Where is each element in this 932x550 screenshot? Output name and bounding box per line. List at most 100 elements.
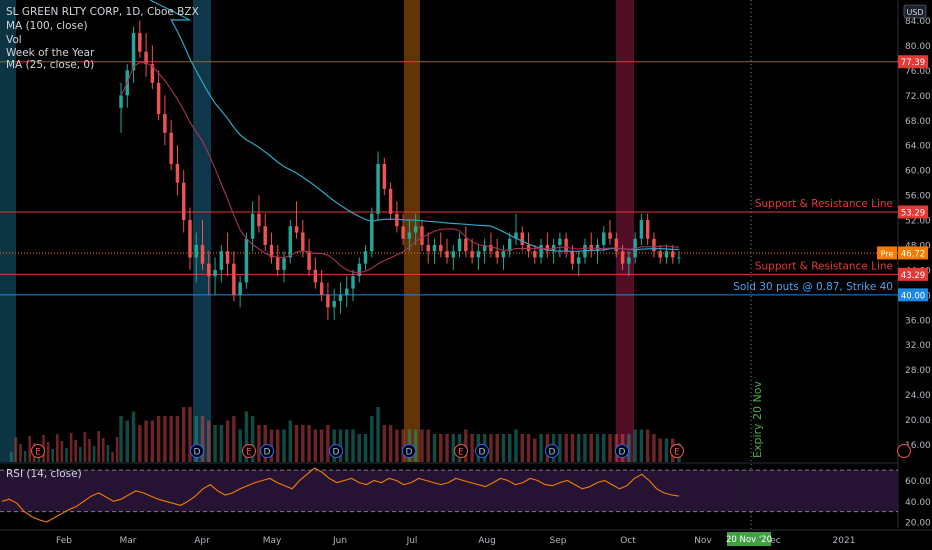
candle-body	[652, 238, 656, 252]
week-band	[404, 0, 420, 462]
support-resistance-label: Support & Resistance Line	[755, 198, 893, 210]
candle-body	[131, 32, 136, 71]
volume-bar	[357, 434, 361, 462]
rsi-tick-label: 60.00	[905, 477, 931, 487]
volume-bar	[144, 420, 148, 462]
candle-body	[608, 232, 612, 239]
volume-bar	[533, 438, 537, 462]
volume-bar	[156, 416, 161, 462]
candle-body	[514, 232, 518, 239]
time-tick-label: Nov	[694, 536, 712, 546]
earnings-marker	[454, 444, 468, 458]
candle-body	[639, 220, 644, 239]
volume-bar	[10, 452, 13, 462]
last-price-tag: 46.72	[901, 249, 925, 259]
candle-body	[357, 263, 361, 277]
time-tick-label: 2021	[833, 536, 856, 546]
candle-body	[507, 238, 512, 252]
volume-bar	[28, 436, 31, 462]
volume-bar	[344, 429, 349, 462]
ma25-line	[120, 62, 680, 274]
candle-body	[294, 226, 299, 233]
volume-bar	[74, 440, 77, 462]
candle-body	[232, 263, 236, 295]
dividend-marker-label: D	[619, 448, 626, 458]
volume-bar	[276, 429, 280, 462]
candle-body	[576, 257, 581, 264]
earnings-marker	[670, 444, 684, 458]
candle-body	[307, 251, 311, 270]
last-price-tag-bg	[898, 246, 928, 260]
candle-body	[207, 263, 211, 277]
week-band	[0, 0, 16, 462]
time-tick-label: May	[263, 536, 282, 546]
candle-body	[138, 32, 142, 52]
volume-bar	[401, 429, 405, 462]
candle-body	[144, 51, 148, 65]
week-band	[193, 0, 211, 462]
candle-body	[620, 251, 625, 264]
price-tag-bg	[898, 288, 928, 302]
volume-bar	[301, 425, 305, 462]
volume-bar	[23, 451, 27, 462]
candle-body	[671, 251, 675, 258]
volume-bar	[564, 434, 568, 462]
price-tick-label: 80.00	[905, 42, 931, 52]
volume-bar	[388, 425, 393, 462]
time-tick-label: Mar	[120, 536, 137, 546]
price-tick-label: 68.00	[905, 117, 931, 127]
volume-bar	[263, 425, 267, 462]
volume-bar	[115, 437, 119, 462]
candle-body	[533, 251, 537, 258]
candle-body	[344, 288, 349, 295]
volume-bar	[92, 446, 96, 462]
puts-label: Sold 30 puts @ 0.87, Strike 40	[733, 281, 893, 293]
candle-body	[319, 282, 324, 295]
volume-bar	[60, 441, 64, 462]
dividend-marker	[329, 444, 343, 458]
time-tick-label: Jun	[332, 536, 347, 546]
candle-body	[351, 276, 355, 289]
candle-body	[432, 244, 437, 252]
candle-body	[376, 163, 380, 214]
volume-bar	[464, 429, 468, 462]
earnings-marker-label: E	[674, 448, 680, 458]
volume-bar	[633, 429, 637, 462]
dividend-marker-label: D	[479, 448, 486, 458]
legend-rsi: RSI (14, close)	[6, 468, 82, 480]
volume-bar	[69, 433, 73, 462]
time-tick-label: Feb	[56, 536, 72, 546]
volume-bar	[282, 429, 286, 462]
dividend-marker	[545, 444, 559, 458]
volume-bar	[432, 434, 437, 462]
volume-bar	[150, 420, 155, 462]
dividend-marker	[475, 444, 489, 458]
earnings-marker	[897, 444, 911, 458]
candle-body	[225, 251, 230, 264]
volume-bar	[602, 434, 606, 462]
candle-body	[338, 294, 343, 302]
candle-body	[426, 244, 430, 252]
volume-bar	[589, 434, 593, 462]
volume-bar	[83, 432, 87, 462]
volume-bar	[445, 434, 449, 462]
volume-bar	[65, 448, 68, 462]
candle-body	[476, 251, 481, 258]
expiry-date-tag: 20 Nov '20	[726, 535, 772, 545]
price-tick-label: 20.00	[905, 416, 931, 426]
price-tick-label: 76.00	[905, 67, 931, 77]
volume-bar	[225, 420, 230, 462]
volume-bar	[326, 425, 330, 462]
candle-body	[332, 301, 336, 308]
candle-body	[664, 251, 669, 258]
earnings-marker-label: E	[458, 448, 464, 458]
price-tick-label: 16.00	[905, 441, 931, 451]
legend-ma100: MA (100, close)	[6, 20, 88, 32]
volume-bar	[658, 438, 662, 462]
volume-bar	[451, 434, 456, 462]
price-tick-label: 64.00	[905, 142, 931, 152]
candle-body	[194, 244, 198, 258]
support-resistance-label: Support & Resistance Line	[755, 260, 893, 272]
volume-bar	[319, 429, 324, 462]
